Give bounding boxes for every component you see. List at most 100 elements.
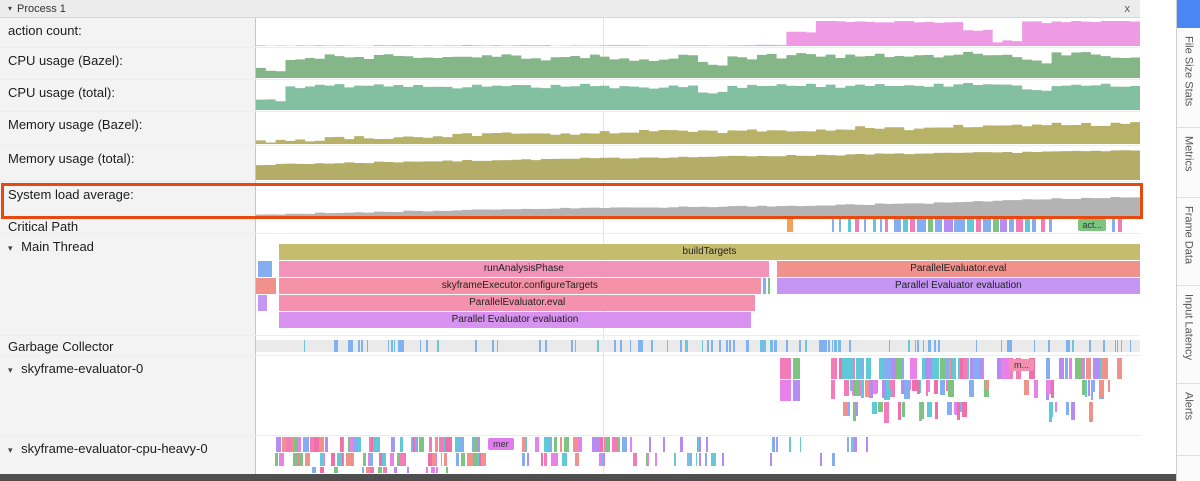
track-label-critical-path[interactable]: Critical Path: [0, 218, 256, 233]
trace-slice[interactable]: [310, 437, 315, 452]
trace-slice[interactable]: [838, 340, 841, 352]
track-canvas-main-thread[interactable]: buildTargets runAnalysisPhase ParallelEva…: [256, 234, 1140, 335]
trace-slice[interactable]: [1033, 340, 1036, 352]
trace-slice[interactable]: [713, 453, 716, 466]
trace-slice[interactable]: [1009, 219, 1015, 232]
trace-slice[interactable]: [890, 358, 899, 379]
trace-slice[interactable]: [415, 437, 417, 452]
trace-slice[interactable]: [574, 340, 577, 352]
trace-slice[interactable]: [398, 453, 403, 466]
trace-slice[interactable]: [480, 453, 486, 466]
event-row[interactable]: buildTargets: [256, 244, 1140, 260]
trace-slice[interactable]: [831, 380, 836, 399]
trace-slice[interactable]: [935, 402, 939, 419]
trace-slice[interactable]: [1120, 340, 1123, 352]
trace-slice[interactable]: [370, 467, 373, 473]
trace-slice[interactable]: [975, 340, 977, 352]
event-row[interactable]: [256, 453, 1140, 466]
trace-slice[interactable]: [818, 340, 820, 352]
trace-slice[interactable]: [1099, 380, 1105, 397]
trace-slice[interactable]: [920, 402, 924, 419]
trace-slice[interactable]: [387, 340, 390, 352]
trace-slice[interactable]: [910, 219, 915, 232]
trace-slice[interactable]: [598, 437, 603, 452]
trace-slice[interactable]: [687, 453, 690, 466]
trace-slice[interactable]: [1001, 340, 1003, 352]
track-canvas-cpu-total[interactable]: [256, 80, 1140, 111]
trace-slice[interactable]: [1058, 358, 1065, 379]
trace-slice[interactable]: [1047, 340, 1050, 352]
trace-slice[interactable]: [576, 437, 583, 452]
trace-slice[interactable]: [877, 402, 883, 413]
trace-slice[interactable]: [457, 437, 464, 452]
trace-slice[interactable]: [1048, 402, 1052, 423]
trace-slice[interactable]: [478, 453, 481, 466]
trace-slice[interactable]: [648, 437, 651, 452]
trace-slice[interactable]: [952, 358, 956, 379]
trace-slice[interactable]: [379, 453, 382, 466]
trace-slice[interactable]: [426, 340, 429, 352]
trace-slice[interactable]: [827, 340, 830, 352]
trace-slice[interactable]: [927, 402, 932, 417]
trace-slice[interactable]: [701, 340, 703, 352]
trace-slice[interactable]: [362, 467, 365, 473]
trace-slice[interactable]: [721, 453, 725, 466]
trace-slice[interactable]: [612, 437, 617, 452]
trace-slice[interactable]: [304, 453, 310, 466]
trace-slice[interactable]: [1050, 380, 1055, 399]
trace-slice[interactable]: [358, 437, 362, 452]
trace-slice[interactable]: [428, 437, 432, 452]
trace-slice[interactable]: [547, 437, 552, 452]
track-label-cpu-bazel[interactable]: CPU usage (Bazel):: [0, 48, 256, 79]
event-row[interactable]: [256, 402, 1140, 423]
trace-slice[interactable]: [1045, 358, 1050, 379]
trace-slice[interactable]: [865, 380, 871, 398]
trace-slice[interactable]: [397, 453, 400, 466]
trace-slice[interactable]: [348, 437, 350, 452]
trace-slice[interactable]: [902, 402, 905, 417]
trace-slice[interactable]: [293, 453, 298, 466]
trace-slice[interactable]: [934, 380, 939, 395]
trace-slice[interactable]: [401, 453, 407, 466]
trace-slice[interactable]: [892, 380, 895, 397]
trace-slice[interactable]: [882, 358, 886, 379]
trace-slice[interactable]: [543, 453, 547, 466]
trace-slice[interactable]: [573, 437, 579, 452]
trace-slice[interactable]: [993, 219, 999, 232]
trace-slice[interactable]: [922, 358, 927, 379]
trace-slice[interactable]: [369, 453, 373, 466]
track-canvas-cpu-bazel[interactable]: [256, 48, 1140, 79]
trace-slice[interactable]: [780, 358, 791, 379]
trace-slice[interactable]: [345, 453, 351, 466]
trace-slice[interactable]: [455, 437, 459, 452]
event-row[interactable]: Parallel Evaluator evaluation: [256, 312, 1140, 328]
trace-slice[interactable]: [597, 340, 600, 352]
track-canvas-garbage-collector[interactable]: [256, 336, 1140, 355]
trace-slice[interactable]: [909, 358, 917, 379]
trace-slice[interactable]: [934, 219, 942, 232]
trace-slice[interactable]: [1002, 358, 1008, 379]
trace-slice[interactable]: [443, 437, 448, 452]
gc-band[interactable]: [256, 340, 1140, 352]
trace-slice[interactable]: [390, 437, 393, 452]
track-canvas-system-load[interactable]: [256, 182, 1140, 217]
trace-slice[interactable]: [445, 437, 450, 452]
trace-slice[interactable]: [655, 453, 657, 466]
trace-slice[interactable]: [894, 219, 902, 232]
trace-slice[interactable]: [436, 467, 439, 473]
trace-slice[interactable]: [1083, 358, 1086, 379]
trace-slice[interactable]: [897, 358, 902, 379]
trace-slice[interactable]: [1072, 340, 1074, 352]
trace-slice[interactable]: [595, 437, 600, 452]
trace-slice[interactable]: [378, 467, 383, 473]
trace-slice[interactable]: [617, 437, 620, 452]
trace-slice[interactable]: [544, 437, 550, 452]
trace-slice[interactable]: [570, 340, 573, 352]
trace-slice[interactable]: [286, 437, 292, 452]
trace-slice[interactable]: [792, 380, 800, 401]
trace-slice[interactable]: [873, 219, 876, 232]
trace-slice[interactable]: [525, 437, 528, 452]
tab-metrics[interactable]: Metrics: [1177, 128, 1200, 198]
trace-slice[interactable]: [706, 340, 709, 352]
track-label-action-count[interactable]: action count:: [0, 18, 256, 47]
